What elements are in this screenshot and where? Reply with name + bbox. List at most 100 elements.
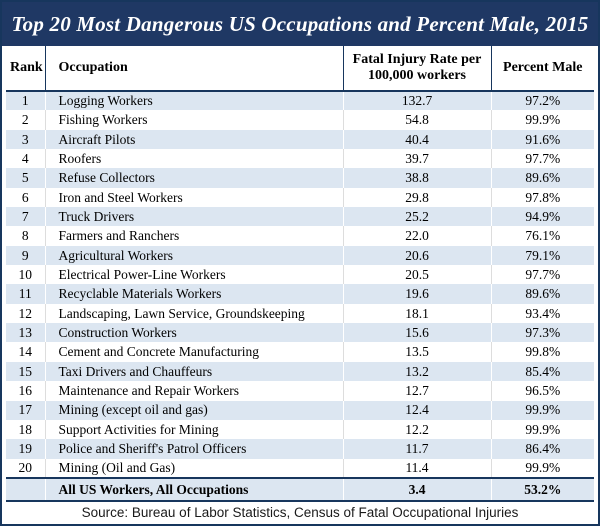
- rate-cell: 18.1: [342, 303, 491, 324]
- table-footer: All US Workers, All Occupations 3.4 53.2…: [6, 476, 594, 502]
- header-occupation: Occupation: [44, 46, 343, 92]
- occupation-cell: Fishing Workers: [44, 110, 343, 130]
- occupation-cell: Landscaping, Lawn Service, Groundskeepin…: [44, 303, 343, 324]
- percent-cell: 99.9%: [490, 110, 594, 130]
- occupation-cell: Truck Drivers: [44, 207, 343, 227]
- occupation-cell: Electrical Power-Line Workers: [44, 265, 343, 285]
- rate-cell: 132.7: [342, 91, 491, 111]
- rate-cell: 40.4: [342, 129, 491, 150]
- percent-cell: 86.4%: [490, 439, 594, 459]
- table-row: 2 Fishing Workers 54.8 99.9%: [6, 110, 594, 130]
- rank-cell: 16: [18, 383, 33, 399]
- percent-cell: 85.4%: [490, 361, 594, 382]
- rank-cell: 13: [18, 325, 33, 341]
- rate-cell: 12.7: [342, 381, 491, 401]
- percent-cell: 97.2%: [490, 91, 594, 111]
- rate-cell: 22.0: [342, 226, 491, 246]
- rank-cell: 1: [21, 93, 29, 109]
- rank-cell: 17: [18, 402, 33, 418]
- table-row: 18 Support Activities for Mining 12.2 99.9%: [6, 419, 594, 440]
- rank-cell: 15: [18, 363, 33, 379]
- percent-cell: 99.9%: [490, 400, 594, 420]
- table-row: 9 Agricultural Workers 20.6 79.1%: [6, 245, 594, 266]
- table-row: 13 Construction Workers 15.6 97.3%: [6, 323, 594, 343]
- table-row: 12 Landscaping, Lawn Service, Groundskeep…: [6, 303, 594, 324]
- percent-cell: 96.5%: [490, 381, 594, 401]
- occupation-cell: Maintenance and Repair Workers: [44, 381, 343, 401]
- table-body: 1 Logging Workers 132.7 97.2% 2 Fishing Worke…: [6, 91, 594, 478]
- rank-cell: 14: [18, 344, 33, 360]
- table-row: 1 Logging Workers 132.7 97.2%: [6, 91, 594, 111]
- source-text: Source: Bureau of Labor Statistics, Cens…: [81, 504, 519, 520]
- table-row: 7 Truck Drivers 25.2 94.9%: [6, 207, 594, 227]
- rank-cell: 19: [18, 441, 33, 457]
- table-row: 19 Police and Sheriff's Patrol Officers 11…: [6, 439, 594, 459]
- total-row: All US Workers, All Occupations 3.4 53.2…: [6, 476, 594, 502]
- rank-cell: 11: [18, 286, 32, 302]
- rank-cell: 10: [18, 267, 33, 283]
- occupation-cell: Construction Workers: [44, 323, 343, 343]
- percent-cell: 99.8%: [490, 342, 594, 362]
- table-row: 11 Recyclable Materials Workers 19.6 89.6%: [6, 284, 594, 304]
- occupation-cell: Cement and Concrete Manufacturing: [44, 342, 343, 362]
- rate-cell: 20.6: [342, 245, 491, 266]
- percent-cell: 94.9%: [490, 207, 594, 227]
- rate-cell: 54.8: [342, 110, 491, 130]
- rank-cell: 5: [21, 170, 29, 186]
- rank-cell: 3: [21, 131, 29, 147]
- figure-title: Top 20 Most Dangerous US Occupations and…: [11, 11, 589, 36]
- total-percent-cell: 53.2%: [490, 476, 594, 502]
- occupation-cell: Support Activities for Mining: [44, 419, 343, 440]
- table-row: 17 Mining (except oil and gas) 12.4 99.9%: [6, 400, 594, 420]
- percent-cell: 93.4%: [490, 303, 594, 324]
- occupation-cell: Mining (Oil and Gas): [44, 458, 343, 478]
- total-rank-cell: [6, 476, 45, 502]
- rate-cell: 15.6: [342, 323, 491, 343]
- percent-cell: 79.1%: [490, 245, 594, 266]
- total-rate-cell: 3.4: [342, 476, 491, 502]
- occupation-cell: Refuse Collectors: [44, 168, 343, 188]
- rank-cell: 12: [18, 305, 33, 321]
- percent-cell: 89.6%: [490, 168, 594, 188]
- occupation-cell: Police and Sheriff's Patrol Officers: [44, 439, 343, 459]
- rate-cell: 12.4: [342, 400, 491, 420]
- rate-cell: 19.6: [342, 284, 491, 304]
- percent-cell: 97.8%: [490, 187, 594, 208]
- percent-cell: 89.6%: [490, 284, 594, 304]
- occupation-cell: Recyclable Materials Workers: [44, 284, 343, 304]
- percent-cell: 97.7%: [490, 149, 594, 169]
- header-fatal-injury-rate: Fatal Injury Rate per 100,000 workers: [342, 46, 491, 92]
- occupation-cell: Roofers: [44, 149, 343, 169]
- rank-cell: 18: [18, 421, 33, 437]
- table-row: 16 Maintenance and Repair Workers 12.7 96.5…: [6, 381, 594, 401]
- percent-cell: 99.9%: [490, 458, 594, 478]
- table-header: Rank Occupation Fatal Injury Rate per 10…: [6, 46, 594, 92]
- rank-cell: 4: [21, 150, 29, 166]
- header-percent-male: Percent Male: [490, 46, 594, 92]
- percent-cell: 97.7%: [490, 265, 594, 285]
- total-label-cell: All US Workers, All Occupations: [44, 476, 343, 502]
- header-rank: Rank: [6, 46, 45, 92]
- occupation-cell: Agricultural Workers: [44, 245, 343, 266]
- table-row: 5 Refuse Collectors 38.8 89.6%: [6, 168, 594, 188]
- occupation-cell: Aircraft Pilots: [44, 129, 343, 150]
- rate-cell: 13.5: [342, 342, 491, 362]
- table-row: 20 Mining (Oil and Gas) 11.4 99.9%: [6, 458, 594, 478]
- rank-cell: 8: [21, 228, 29, 244]
- table-row: 4 Roofers 39.7 97.7%: [6, 149, 594, 169]
- percent-cell: 99.9%: [490, 419, 594, 440]
- header-row: Rank Occupation Fatal Injury Rate per 10…: [6, 46, 594, 92]
- percent-cell: 97.3%: [490, 323, 594, 343]
- title-bar: Top 20 Most Dangerous US Occupations and…: [2, 2, 598, 46]
- occupation-cell: Logging Workers: [44, 91, 343, 111]
- rank-cell: 9: [21, 247, 29, 263]
- occupation-cell: Taxi Drivers and Chauffeurs: [44, 361, 343, 382]
- percent-cell: 76.1%: [490, 226, 594, 246]
- rate-cell: 11.4: [342, 458, 491, 478]
- rate-cell: 25.2: [342, 207, 491, 227]
- table-row: 10 Electrical Power-Line Workers 20.5 97.7%: [6, 265, 594, 285]
- rate-cell: 29.8: [342, 187, 491, 208]
- rate-cell: 13.2: [342, 361, 491, 382]
- occupation-cell: Mining (except oil and gas): [44, 400, 343, 420]
